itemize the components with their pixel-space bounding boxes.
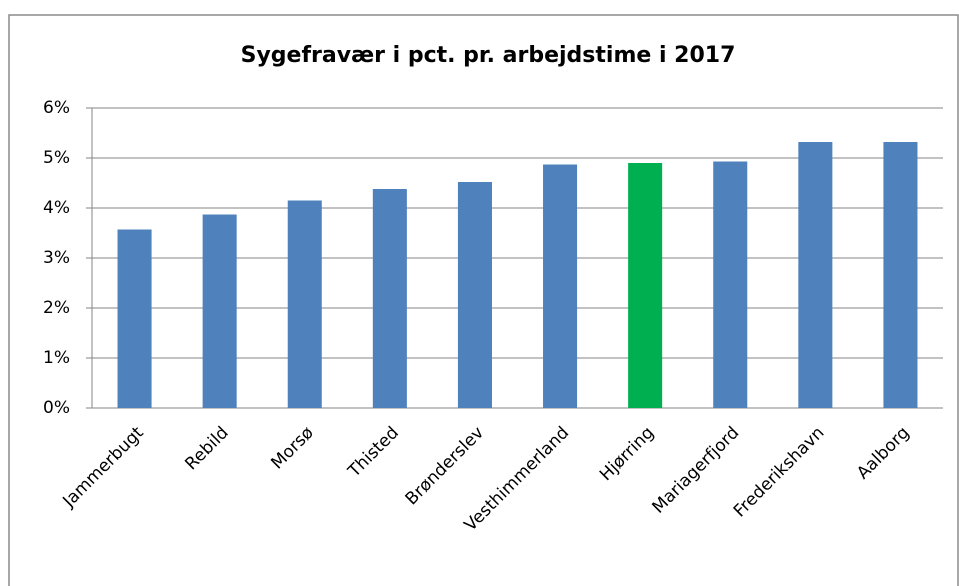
bar: [202, 214, 237, 408]
bar: [543, 164, 578, 408]
y-tick-label: 0%: [43, 398, 70, 418]
y-tick-label: 4%: [43, 198, 70, 218]
bar: [457, 182, 492, 408]
bar: [372, 189, 407, 408]
bar: [287, 200, 322, 408]
bar: [628, 163, 663, 408]
y-tick-label: 3%: [43, 248, 70, 268]
y-tick-label: 2%: [43, 298, 70, 318]
bar: [713, 161, 748, 408]
bar: [117, 229, 152, 408]
y-tick-label: 1%: [43, 348, 70, 368]
bar: [883, 142, 918, 408]
y-tick-label: 5%: [43, 148, 70, 168]
chart-title: Sygefravær i pct. pr. arbejdstime i 2017: [241, 43, 736, 68]
y-tick-label: 6%: [43, 98, 70, 118]
bar: [798, 142, 833, 408]
